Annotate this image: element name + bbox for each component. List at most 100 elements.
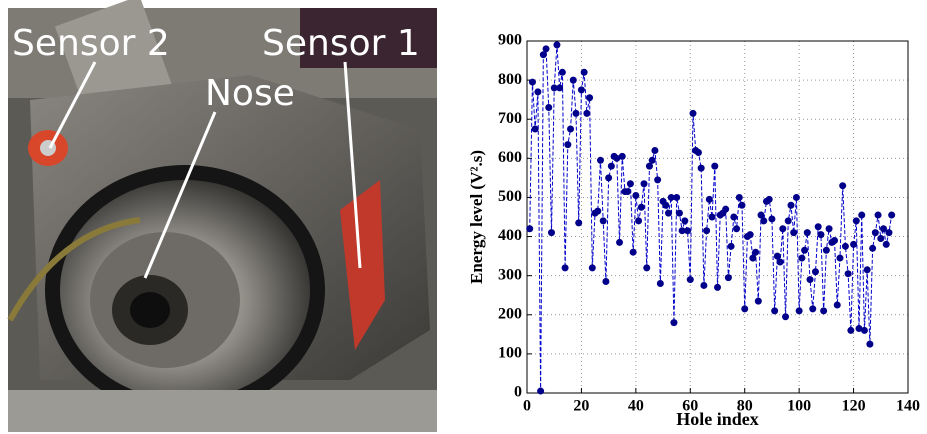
data-point: [564, 141, 572, 149]
data-point: [795, 307, 803, 315]
data-point: [863, 266, 871, 274]
data-point: [771, 307, 779, 315]
data-point: [844, 270, 852, 278]
photo: Sensor 2 Nose Sensor 1: [7, 0, 437, 432]
data-point: [645, 162, 653, 170]
data-point: [809, 305, 817, 313]
y-tick-label: 500: [498, 188, 522, 205]
data-point: [624, 188, 632, 196]
data-point: [569, 76, 577, 84]
chart: 0 100 200 300 400 500 600 700 800 900 0 20 40 60 80 100…: [467, 32, 920, 429]
data-point: [752, 248, 760, 256]
data-point: [605, 174, 613, 182]
data-point: [531, 125, 539, 133]
data-point: [577, 86, 585, 94]
data-point: [724, 274, 732, 282]
y-tick-label: 0: [514, 384, 522, 401]
data-point: [754, 297, 762, 305]
data-point: [556, 84, 564, 92]
data-point: [616, 238, 624, 246]
data-point: [583, 109, 591, 117]
data-point: [651, 147, 659, 155]
data-point: [613, 154, 621, 162]
data-point: [730, 213, 738, 221]
data-point: [684, 227, 692, 235]
data-point: [869, 244, 877, 252]
data-point: [822, 246, 830, 254]
data-point: [637, 203, 645, 211]
data-point: [866, 340, 874, 348]
data-point: [547, 229, 555, 237]
data-point: [648, 156, 656, 164]
x-tick-label: 60: [682, 398, 698, 415]
data-point: [817, 231, 825, 239]
data-point: [820, 307, 828, 315]
data-point: [580, 68, 588, 76]
data-point: [722, 205, 730, 213]
data-point: [784, 217, 792, 225]
data-point: [871, 229, 879, 237]
data-point: [888, 211, 896, 219]
data-point: [727, 242, 735, 250]
data-point: [686, 276, 694, 284]
data-point: [572, 109, 580, 117]
data-point: [599, 217, 607, 225]
data-point: [806, 276, 814, 284]
data-point: [798, 254, 806, 262]
data-point: [855, 324, 863, 332]
data-point: [779, 225, 787, 233]
data-point: [882, 240, 890, 248]
data-point: [550, 84, 558, 92]
x-axis-label: Hole index: [676, 409, 759, 429]
data-point: [697, 164, 705, 172]
data-point: [575, 219, 583, 227]
data-point: [833, 301, 841, 309]
y-tick-label: 300: [498, 266, 522, 283]
data-point: [670, 319, 678, 327]
data-point: [675, 209, 683, 217]
photo-label: Nose: [205, 73, 295, 114]
data-point: [656, 279, 664, 287]
data-point: [776, 258, 784, 266]
data-point: [708, 213, 716, 221]
data-point: [667, 193, 675, 201]
x-tick-label: 140: [896, 398, 920, 415]
data-point: [801, 246, 809, 254]
x-tick-label: 0: [523, 398, 531, 415]
data-point: [596, 156, 604, 164]
data-point: [877, 235, 885, 243]
x-tick-label: 120: [842, 398, 866, 415]
data-point: [850, 240, 858, 248]
data-point: [714, 283, 721, 291]
y-tick-label: 600: [498, 149, 522, 166]
data-point: [746, 231, 754, 239]
data-point: [526, 225, 534, 233]
y-tick-label: 800: [498, 71, 522, 88]
y-tick-label: 100: [498, 345, 522, 362]
data-point: [534, 88, 542, 96]
data-point: [757, 211, 765, 219]
data-point: [632, 191, 640, 199]
data-point: [553, 41, 561, 49]
data-point: [673, 193, 681, 201]
x-tick-label: 80: [737, 398, 753, 415]
data-point: [711, 162, 719, 170]
data-point: [733, 225, 741, 233]
data-point: [607, 162, 615, 170]
data-point: [847, 326, 855, 334]
data-point: [635, 217, 643, 225]
data-point: [662, 201, 670, 209]
data-point: [643, 264, 651, 272]
data-point: [545, 103, 553, 111]
data-point: [629, 248, 637, 256]
data-point: [705, 195, 713, 203]
data-point: [741, 305, 749, 313]
data-point: [735, 193, 743, 201]
data-point: [665, 209, 673, 217]
data-point: [537, 387, 545, 395]
data-point: [773, 252, 781, 260]
data-point: [618, 152, 626, 160]
y-axis-label: Energy level (V².s): [467, 150, 486, 284]
data-point: [528, 78, 536, 86]
data-point: [885, 229, 893, 237]
